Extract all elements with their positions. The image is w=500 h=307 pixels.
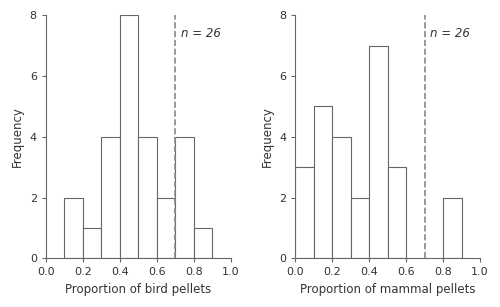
Text: n = 26: n = 26 xyxy=(430,27,470,40)
Bar xyxy=(332,137,350,258)
Bar xyxy=(120,15,139,258)
Bar xyxy=(443,197,462,258)
Bar xyxy=(314,106,332,258)
X-axis label: Proportion of bird pellets: Proportion of bird pellets xyxy=(65,283,212,296)
Y-axis label: Frequency: Frequency xyxy=(11,106,24,167)
Bar xyxy=(194,228,212,258)
Bar xyxy=(83,228,102,258)
X-axis label: Proportion of mammal pellets: Proportion of mammal pellets xyxy=(300,283,476,296)
Bar xyxy=(102,137,120,258)
Bar xyxy=(369,45,388,258)
Bar xyxy=(64,197,83,258)
Bar xyxy=(295,167,314,258)
Bar xyxy=(176,137,194,258)
Bar xyxy=(388,167,406,258)
Bar xyxy=(138,137,157,258)
Bar xyxy=(350,197,369,258)
Text: n = 26: n = 26 xyxy=(181,27,220,40)
Bar xyxy=(157,197,176,258)
Y-axis label: Frequency: Frequency xyxy=(260,106,274,167)
